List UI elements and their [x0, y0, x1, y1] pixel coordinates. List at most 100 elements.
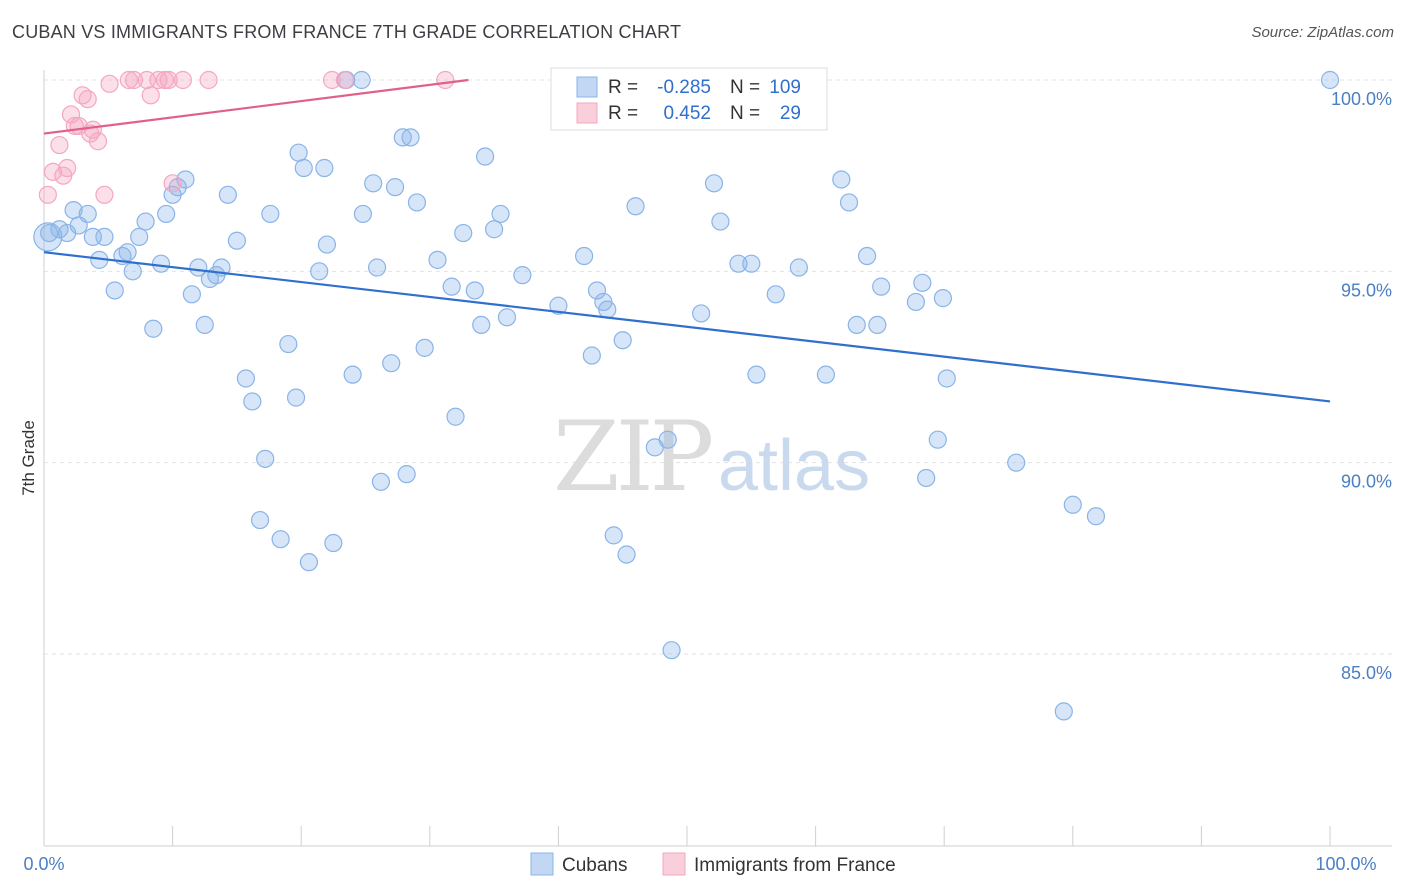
series-legend: Cubans Immigrants from France	[530, 852, 896, 876]
cubans-point	[294, 158, 313, 178]
cubans-point	[937, 369, 956, 388]
cubans-point	[446, 407, 465, 426]
cubans-point	[747, 365, 766, 384]
cubans-point	[626, 197, 645, 216]
cubans-point	[130, 227, 149, 246]
france-point	[43, 162, 63, 181]
x-tick-label-max: 100.0%	[1315, 854, 1376, 874]
france-point	[436, 70, 455, 90]
cubans-point	[243, 392, 262, 411]
x-tick-label-min: 0.0%	[23, 854, 64, 874]
cubans-point	[928, 430, 947, 449]
france-point	[119, 70, 138, 90]
cubans-point	[157, 204, 176, 224]
cubans-point	[847, 315, 866, 335]
y-tick-label-85: 85.0%	[1341, 663, 1392, 683]
france-point	[38, 185, 57, 204]
france-point	[173, 70, 192, 90]
cubans-point	[1063, 495, 1082, 514]
legend-n-label-2: N =	[730, 103, 760, 124]
cubans-point	[415, 338, 434, 357]
cubans-point	[598, 300, 617, 319]
cubans-point	[613, 331, 632, 350]
cubans-point	[1054, 702, 1073, 721]
cubans-point	[549, 296, 568, 315]
watermark-zip: ZIP	[553, 401, 712, 513]
france-point	[155, 70, 174, 90]
cubans-point	[454, 223, 473, 243]
cubans-point	[250, 510, 270, 530]
cubans-point	[371, 472, 391, 491]
cubans-point	[401, 128, 420, 147]
cubans-point	[227, 231, 246, 250]
cubans-point	[582, 346, 601, 365]
france-point	[159, 70, 178, 90]
cubans-point	[604, 526, 623, 545]
cubans-point	[195, 315, 214, 335]
cubans-point	[144, 319, 163, 338]
france-point	[163, 174, 182, 193]
grid-lines	[44, 79, 1392, 655]
cubans-point	[40, 223, 59, 243]
legend-n-label-1: N =	[730, 77, 760, 98]
cubans-point	[397, 465, 416, 484]
cubans-point	[136, 212, 155, 231]
cubans-point	[472, 315, 491, 335]
series-legend-swatch-france	[662, 852, 686, 876]
cubans-point	[353, 204, 373, 224]
cubans-point	[839, 193, 859, 212]
cubans-point	[428, 250, 447, 269]
x-ticks	[43, 826, 1331, 846]
stats-legend: R = -0.285 N = 109 R = 0.452 N = 29	[550, 67, 828, 131]
cubans-point	[1007, 453, 1026, 472]
legend-r-label-1: R =	[608, 77, 638, 98]
france-point	[149, 70, 168, 90]
watermark-atlas: atlas	[718, 426, 870, 506]
cubans-point	[315, 158, 334, 178]
cubans-point	[497, 308, 517, 327]
cubans-point	[78, 204, 97, 224]
france-point	[50, 135, 69, 155]
cubans-point	[279, 334, 298, 354]
cubans-point	[692, 304, 711, 323]
cubans-point	[218, 185, 237, 204]
cubans-point	[367, 258, 387, 277]
cubans-point	[662, 641, 681, 660]
cubans-point	[442, 277, 461, 296]
cubans-point	[917, 468, 936, 488]
series-legend-label-france: Immigrants from France	[694, 855, 896, 876]
france-point	[88, 132, 108, 151]
cubans-point	[289, 143, 308, 162]
legend-r-label-2: R =	[608, 103, 638, 124]
cubans-point	[816, 365, 835, 384]
cubans-point	[906, 292, 926, 312]
series-legend-swatch-cubans	[530, 852, 554, 876]
france-point	[100, 74, 119, 93]
france-point	[83, 120, 102, 139]
cubans-point	[1320, 70, 1340, 90]
cubans-point	[513, 266, 532, 285]
y-tick-label-100: 100.0%	[1331, 89, 1392, 109]
cubans-point	[271, 530, 290, 549]
cubans-point	[256, 449, 275, 468]
cubans-point	[393, 128, 412, 147]
cubans-point	[352, 70, 371, 90]
cubans-point	[475, 147, 495, 166]
france-point	[335, 70, 355, 90]
y-tick-label-90: 90.0%	[1341, 472, 1392, 492]
cubans-point	[704, 174, 724, 193]
cubans-point	[95, 227, 114, 246]
france-point	[124, 70, 144, 90]
cubans-point	[742, 254, 761, 273]
cubans-point	[261, 204, 280, 224]
cubans-point	[364, 174, 383, 193]
cubans-point	[729, 254, 748, 273]
cubans-point	[182, 285, 201, 304]
france-point	[322, 70, 342, 90]
cubans-point	[118, 243, 137, 262]
legend-n-value-1: 109	[769, 77, 801, 98]
chart-source: Source: ZipAtlas.com	[1251, 24, 1394, 41]
y-tick-labels: 85.0% 90.0% 95.0% 100.0%	[1331, 89, 1392, 683]
cubans-point	[711, 212, 730, 231]
cubans-point	[789, 258, 808, 277]
